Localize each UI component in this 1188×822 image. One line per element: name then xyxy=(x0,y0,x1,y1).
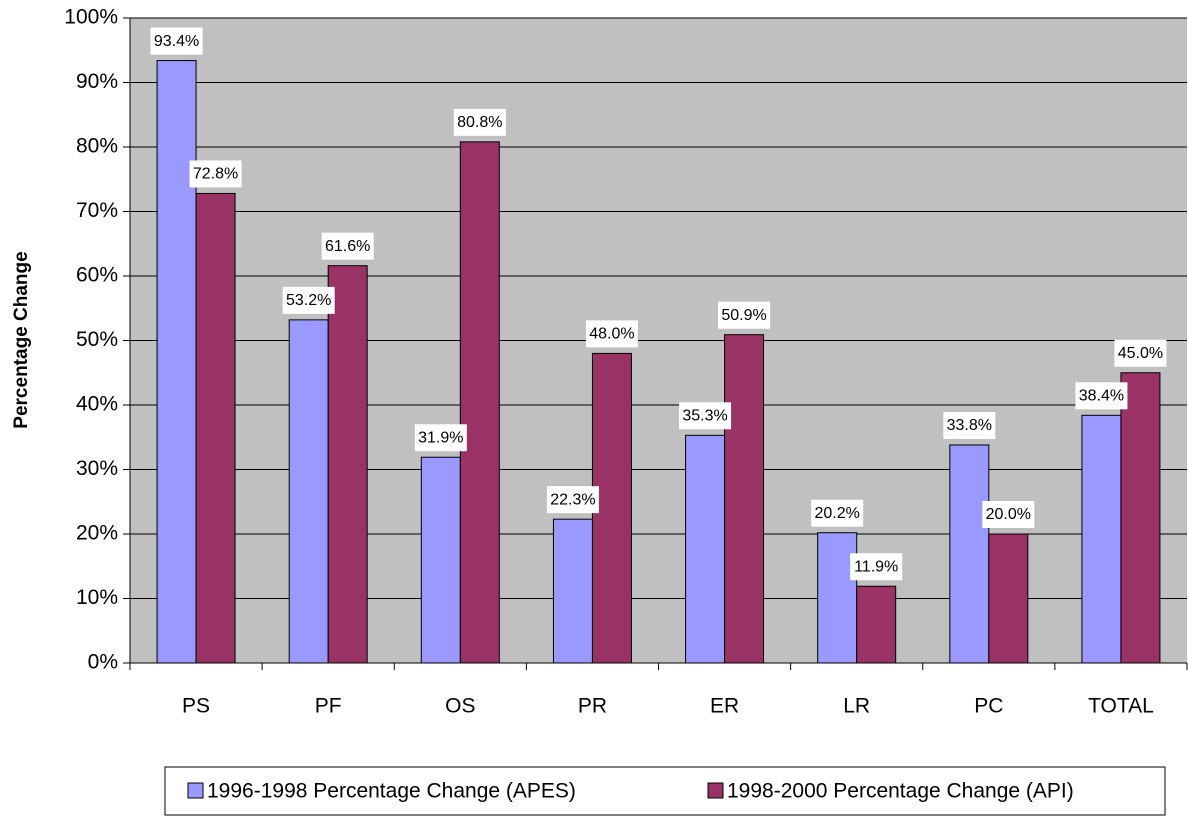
value-label: 48.0% xyxy=(589,326,634,343)
value-label: 20.0% xyxy=(986,506,1031,523)
x-tick-label: ER xyxy=(710,695,739,718)
value-label: 33.8% xyxy=(947,417,992,434)
value-label-box xyxy=(546,486,599,514)
bar xyxy=(156,60,197,664)
bar xyxy=(1081,414,1122,664)
value-label-box xyxy=(943,411,996,439)
value-label: 45.0% xyxy=(1118,345,1163,362)
legend-box xyxy=(164,766,1166,816)
bar xyxy=(195,192,236,664)
x-tick-label: LR xyxy=(843,695,870,718)
y-axis-title: Percentage Change xyxy=(11,251,32,428)
value-label: 61.6% xyxy=(325,238,370,255)
y-tick-label: 40% xyxy=(76,393,118,416)
value-label-box xyxy=(453,108,506,136)
bar xyxy=(949,444,990,664)
value-label-box xyxy=(1114,339,1167,367)
value-label: 38.4% xyxy=(1079,388,1124,405)
value-label: 11.9% xyxy=(854,558,898,575)
legend-swatch xyxy=(187,782,204,799)
value-label: 80.8% xyxy=(457,114,502,131)
y-tick-label: 20% xyxy=(76,522,118,545)
legend-swatch xyxy=(707,782,724,799)
x-tick-label: PC xyxy=(974,695,1003,718)
y-tick-label: 100% xyxy=(64,6,118,29)
x-tick-label: PS xyxy=(182,695,210,718)
y-tick-label: 30% xyxy=(76,457,118,480)
bar xyxy=(817,532,858,664)
bar xyxy=(724,334,765,664)
y-tick-label: 10% xyxy=(76,586,118,609)
x-tick-label: PR xyxy=(578,695,607,718)
y-tick-label: 70% xyxy=(76,199,118,222)
value-label-box xyxy=(150,27,203,55)
bar xyxy=(685,434,726,664)
value-label-box xyxy=(850,553,903,581)
value-label: 20.2% xyxy=(815,505,860,522)
y-tick-label: 90% xyxy=(76,70,118,93)
x-tick-label: OS xyxy=(445,695,475,718)
value-label-box xyxy=(321,232,374,260)
bar xyxy=(552,518,593,664)
y-tick-label: 80% xyxy=(76,135,118,158)
value-label-box xyxy=(811,499,864,527)
bar xyxy=(988,533,1029,664)
bar xyxy=(1120,372,1161,664)
x-tick-label: TOTAL xyxy=(1088,695,1154,718)
value-label: 53.2% xyxy=(286,292,331,309)
legend-label: 1998-2000 Percentage Change (API) xyxy=(727,780,1074,803)
value-label: 93.4% xyxy=(154,33,199,50)
value-label-box xyxy=(282,286,335,314)
bar xyxy=(288,319,329,664)
value-label-box xyxy=(982,501,1035,528)
bar xyxy=(459,141,500,664)
value-label: 72.8% xyxy=(193,166,238,183)
value-label-box xyxy=(585,320,638,348)
value-label-box xyxy=(718,301,771,329)
value-label: 22.3% xyxy=(550,491,595,508)
x-tick-label: PF xyxy=(315,695,342,718)
value-label-box xyxy=(414,424,467,452)
value-label: 50.9% xyxy=(721,307,766,324)
value-label: 35.3% xyxy=(682,408,727,425)
bar xyxy=(420,456,461,664)
bar xyxy=(327,265,368,664)
value-label-box xyxy=(1075,382,1128,410)
value-label: 31.9% xyxy=(418,429,463,446)
legend-label: 1996-1998 Percentage Change (APES) xyxy=(207,780,576,803)
bar xyxy=(856,585,897,664)
y-tick-label: 50% xyxy=(76,328,118,351)
value-label-box xyxy=(189,160,242,188)
y-tick-label: 60% xyxy=(76,264,118,287)
value-label-box xyxy=(679,402,732,430)
y-tick-label: 0% xyxy=(88,651,118,674)
